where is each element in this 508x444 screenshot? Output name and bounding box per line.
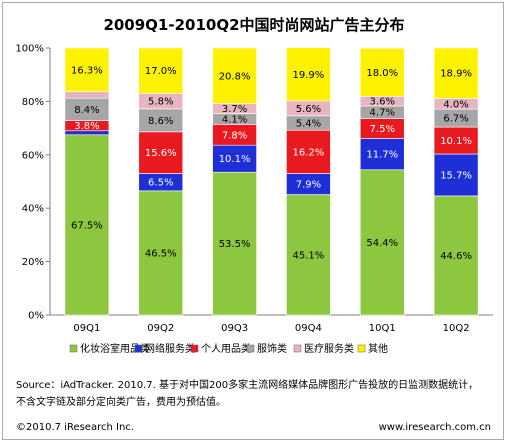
data-label: 54.4% [366, 238, 398, 249]
legend-swatch [357, 344, 366, 353]
data-label: 44.6% [440, 251, 472, 262]
data-label: 7.8% [222, 130, 247, 141]
y-tick-label: 40% [22, 204, 44, 215]
copyright: ©2010.7 iResearch Inc. [16, 422, 134, 433]
data-label: 7.5% [370, 124, 395, 135]
bar-segment [433, 47, 479, 99]
data-label: 20.8% [219, 71, 251, 82]
data-label: 45.1% [293, 250, 325, 261]
bar-segment [64, 47, 110, 92]
chart-title: 2009Q1-2010Q2中国时尚网站广告主分布 [103, 16, 404, 34]
data-label: 5.8% [148, 97, 173, 108]
data-label: 8.4% [74, 105, 99, 116]
data-label: 8.6% [148, 116, 173, 127]
stacked-bar-chart: 2009Q1-2010Q2中国时尚网站广告主分布 0% 20% 40% 60% 80% 1… [15, 16, 493, 355]
data-label: 53.5% [219, 239, 251, 250]
legend-swatch [134, 344, 143, 353]
data-label: 17.0% [145, 66, 177, 77]
data-label: 6.7% [443, 114, 468, 125]
data-label: 16.2% [293, 147, 325, 158]
data-label: 10.1% [440, 136, 472, 147]
data-label: 3.6% [370, 97, 395, 108]
data-label: 19.9% [293, 70, 325, 81]
data-label: 7.9% [296, 180, 321, 191]
y-tick-label: 80% [22, 97, 44, 108]
legend-swatch [246, 344, 255, 353]
data-label: 10.1% [219, 154, 251, 165]
bar-segment [138, 190, 184, 316]
legend-label: 化妆浴室用品类 [80, 342, 150, 355]
x-tick-label: 09Q2 [147, 323, 174, 334]
x-tick-label: 09Q4 [295, 323, 322, 334]
y-tick-label: 0% [28, 311, 44, 322]
legend-label: 网络服务类 [145, 342, 195, 355]
y-tick-label: 60% [22, 150, 44, 161]
bar-segment [212, 144, 257, 173]
bar-segment [359, 47, 405, 97]
data-label: 5.6% [296, 104, 321, 115]
source-note: Source：iAdTracker. 2010.7. 基于对中国200多家主流网… [16, 377, 500, 411]
y-tick-label: 20% [22, 257, 44, 268]
bar-segment [64, 91, 110, 99]
bar-segment [64, 134, 110, 316]
website-url: www.iresearch.com.cn [378, 422, 491, 433]
data-label: 15.7% [440, 170, 472, 181]
data-label: 4.0% [443, 99, 468, 110]
legend-swatch [293, 344, 302, 353]
data-label: 6.5% [148, 178, 173, 189]
data-label: 4.1% [222, 114, 247, 125]
bar-segment [433, 195, 479, 316]
y-tick-label: 100% [15, 44, 44, 55]
bar-segment [433, 153, 479, 197]
legend-swatch [190, 344, 199, 353]
legend-swatch [69, 344, 78, 353]
legend-label: 医疗服务类 [304, 342, 354, 355]
bar-segment [212, 47, 257, 104]
bar-segment [359, 169, 405, 316]
bar-segment [138, 47, 184, 94]
data-label: 18.0% [366, 68, 398, 79]
data-label: 16.3% [71, 65, 103, 76]
data-label: 3.8% [74, 121, 99, 132]
source-line-1: Source：iAdTracker. 2010.7. 基于对中国200多家主流网… [16, 380, 479, 391]
data-label: 4.7% [370, 108, 395, 119]
bar-segment [286, 129, 331, 174]
data-label: 46.5% [145, 248, 177, 259]
data-label: 11.7% [366, 150, 398, 161]
data-label: 5.4% [296, 119, 321, 130]
source-line-2: 不含文字链及部分定向类广告，费用为预估值。 [16, 397, 226, 408]
legend-label: 其他 [368, 342, 388, 355]
x-tick-label: 10Q1 [369, 323, 396, 334]
legend-label: 服饰类 [257, 342, 287, 355]
data-label: 67.5% [71, 220, 103, 231]
bar-segment [359, 138, 405, 171]
data-label: 18.9% [440, 69, 472, 80]
data-label: 3.7% [222, 104, 247, 115]
bar-segment [138, 131, 184, 174]
x-tick-label: 09Q3 [221, 323, 248, 334]
x-tick-label: 09Q1 [73, 323, 100, 334]
bar-segment [212, 171, 257, 316]
x-tick-label: 10Q2 [443, 323, 470, 334]
legend-label: 个人用品类 [201, 342, 251, 355]
bar-segment [286, 47, 331, 102]
data-label: 15.6% [145, 148, 177, 159]
chart-frame: 2009Q1-2010Q2中国时尚网站广告主分布 0% 20% 40% 60% 80% 1… [2, 2, 504, 440]
